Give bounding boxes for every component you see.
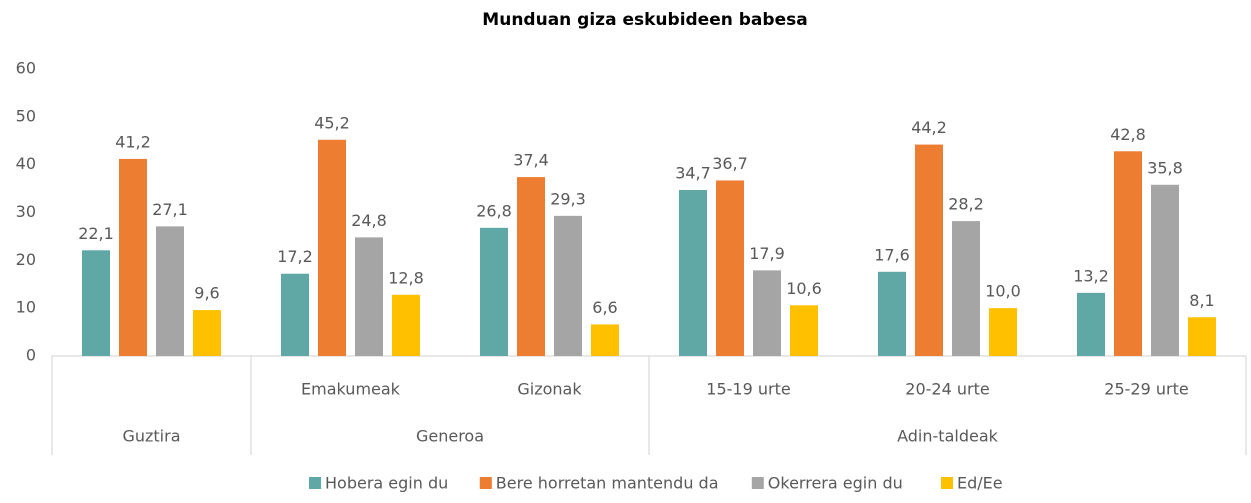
bar <box>1188 317 1216 356</box>
y-tick-label: 30 <box>16 202 36 221</box>
bar <box>952 221 980 356</box>
bar <box>318 139 346 356</box>
y-tick-label: 0 <box>26 346 36 365</box>
group-label: Guztira <box>122 427 180 446</box>
bar <box>119 158 147 356</box>
bar <box>753 270 781 356</box>
data-label: 6,6 <box>592 298 617 317</box>
legend-swatch <box>941 477 953 489</box>
bar <box>480 227 508 356</box>
data-label: 34,7 <box>675 164 711 183</box>
data-label: 22,1 <box>78 224 114 243</box>
x-tick-label: 15-19 urte <box>706 380 790 399</box>
bar <box>392 294 420 356</box>
chart-title: Munduan giza eskubideen babesa <box>482 10 807 30</box>
bar <box>281 273 309 356</box>
bar <box>554 215 582 356</box>
y-tick-label: 60 <box>16 59 36 78</box>
data-label: 12,8 <box>388 268 424 287</box>
group-label: Generoa <box>416 427 484 446</box>
data-label: 13,2 <box>1073 266 1109 285</box>
bar <box>1077 292 1105 356</box>
data-label: 44,2 <box>911 118 947 137</box>
data-label: 29,3 <box>550 189 586 208</box>
data-label: 10,6 <box>786 279 822 298</box>
data-label: 27,1 <box>152 200 188 219</box>
data-label: 41,2 <box>115 132 151 151</box>
data-label: 26,8 <box>476 201 512 220</box>
data-label: 24,8 <box>351 211 387 230</box>
bar <box>679 190 707 356</box>
legend-swatch <box>309 477 321 489</box>
data-label: 8,1 <box>1189 291 1214 310</box>
data-label: 17,6 <box>874 245 910 264</box>
data-label: 35,8 <box>1147 158 1183 177</box>
legend-swatch <box>479 477 492 489</box>
data-label: 42,8 <box>1110 125 1146 144</box>
bar <box>1114 151 1142 356</box>
data-label: 9,6 <box>194 284 219 303</box>
group-label: Adin-taldeak <box>897 427 999 446</box>
bar <box>517 177 545 356</box>
y-tick-label: 50 <box>16 106 36 125</box>
bar <box>355 237 383 356</box>
bar <box>989 308 1017 356</box>
bar <box>156 226 184 356</box>
legend-label: Okerrera egin du <box>768 474 903 493</box>
bar <box>591 324 619 356</box>
x-tick-label: Gizonak <box>517 380 582 399</box>
data-label: 10,0 <box>985 282 1021 301</box>
bar <box>193 310 221 356</box>
x-tick-label: 25-29 urte <box>1104 380 1188 399</box>
bar <box>878 271 906 356</box>
data-label: 17,9 <box>749 244 785 263</box>
y-tick-label: 40 <box>16 154 36 173</box>
bar <box>1151 184 1179 356</box>
data-label: 45,2 <box>314 113 350 132</box>
legend-label: Ed/Ee <box>957 474 1003 493</box>
x-tick-label: 20-24 urte <box>905 380 989 399</box>
x-tick-label: Emakumeak <box>301 380 401 399</box>
data-label: 36,7 <box>712 154 748 173</box>
data-label: 28,2 <box>948 195 984 214</box>
y-tick-label: 10 <box>16 298 36 317</box>
bar <box>915 144 943 356</box>
bar <box>790 305 818 356</box>
legend-swatch <box>751 477 764 489</box>
legend-label: Bere horretan mantendu da <box>496 474 719 493</box>
data-label: 37,4 <box>513 151 549 170</box>
bar <box>82 250 110 356</box>
legend-label: Hobera egin du <box>325 474 448 493</box>
y-tick-label: 20 <box>16 250 36 269</box>
bar <box>716 180 744 356</box>
data-label: 17,2 <box>277 247 313 266</box>
